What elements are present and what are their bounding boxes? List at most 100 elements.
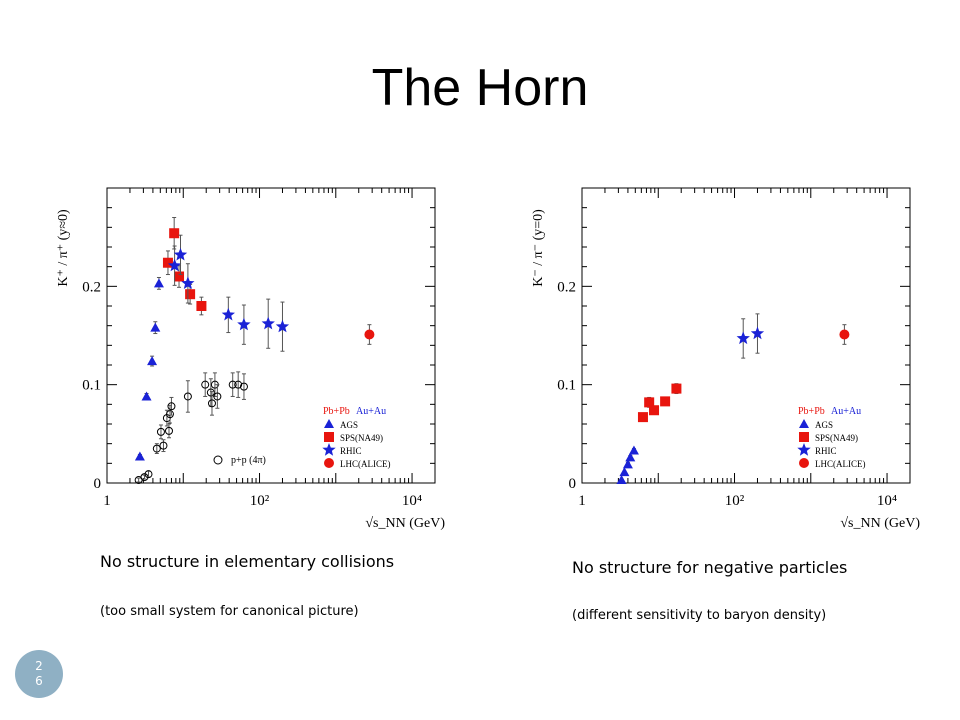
chart-panel-right: 0 0.1 0.2 1 10² 10⁴ K⁻ / π⁻ (y=0) √s_NN (GeV) Pb… bbox=[515, 170, 935, 540]
y-tick-label: 0 bbox=[94, 476, 102, 492]
page-number-bottom: 6 bbox=[35, 674, 43, 688]
data-point bbox=[201, 380, 210, 389]
data-point bbox=[159, 441, 168, 450]
legend: Pb+Pb Au+Au AGS SPS(NA49) RHIC LHC(ALICE) bbox=[322, 406, 391, 469]
plot-frame bbox=[106, 187, 436, 484]
data-point bbox=[261, 316, 275, 330]
data-point bbox=[221, 307, 235, 321]
legend-entry: RHIC bbox=[815, 446, 837, 456]
legend-entry: SPS(NA49) bbox=[815, 433, 858, 443]
x-tick-label: 1 bbox=[578, 493, 586, 509]
data-point bbox=[736, 331, 750, 345]
data-point bbox=[141, 391, 152, 401]
data-point bbox=[750, 326, 765, 340]
legend-marker bbox=[799, 419, 809, 428]
legend-header-auau: Au+Au bbox=[356, 406, 386, 417]
legend-entry: SPS(NA49) bbox=[340, 433, 383, 443]
pp-legend-label: p+p (4π) bbox=[231, 455, 266, 466]
data-point bbox=[637, 412, 648, 423]
data-point bbox=[134, 451, 145, 461]
plot-frame bbox=[581, 187, 911, 484]
legend-entry: RHIC bbox=[340, 446, 362, 456]
data-point bbox=[625, 452, 636, 462]
data-point bbox=[185, 289, 196, 300]
data-point bbox=[239, 382, 248, 391]
data-point bbox=[162, 257, 173, 268]
left-subcaption: (too small system for canonical picture) bbox=[100, 604, 359, 619]
data-point bbox=[237, 317, 251, 331]
x-tick-label: 10² bbox=[250, 493, 270, 509]
series-ags bbox=[134, 276, 164, 461]
left-caption: No structure in elementary collisions bbox=[100, 552, 395, 571]
data-point bbox=[147, 356, 158, 366]
legend-marker bbox=[799, 458, 809, 468]
data-point bbox=[167, 258, 182, 272]
series-lhc-alice- bbox=[364, 324, 375, 345]
data-point bbox=[364, 329, 375, 340]
data-point bbox=[144, 470, 153, 479]
series-lhc-alice- bbox=[839, 324, 850, 345]
chart-k-plus-pi-plus: 0 0.1 0.2 1 10² 10⁴ K⁺ / π⁺ (y≈0) √s_NN (GeV) Pb… bbox=[56, 187, 445, 531]
x-tick-label: 10⁴ bbox=[402, 493, 422, 509]
legend-marker bbox=[322, 443, 336, 456]
data-point bbox=[165, 410, 174, 419]
legend-header-pbpb: Pb+Pb bbox=[323, 406, 350, 417]
y-tick-label: 0.2 bbox=[557, 279, 576, 295]
series-ags bbox=[616, 445, 639, 485]
data-point bbox=[275, 319, 290, 333]
page-number-top: 2 bbox=[35, 659, 43, 673]
y-axis-label: K⁻ / π⁻ (y=0) bbox=[531, 209, 546, 287]
data-point bbox=[174, 271, 185, 282]
data-point bbox=[628, 445, 639, 455]
legend-marker bbox=[799, 432, 809, 442]
data-point bbox=[150, 322, 161, 332]
x-tick-label: 1 bbox=[103, 493, 111, 509]
data-point bbox=[196, 301, 207, 311]
x-axis-label: √s_NN (GeV) bbox=[365, 516, 445, 531]
data-point bbox=[649, 405, 660, 416]
data-point bbox=[169, 228, 180, 239]
x-tick-label: 10² bbox=[725, 493, 745, 509]
legend-marker bbox=[324, 458, 334, 468]
y-tick-label: 0.1 bbox=[82, 378, 101, 394]
series-p-p-4- bbox=[134, 371, 248, 485]
data-point bbox=[183, 392, 192, 401]
legend-entry: LHC(ALICE) bbox=[815, 459, 866, 469]
chart-panel-left: 0 0.1 0.2 1 10² 10⁴ K⁺ / π⁺ (y≈0) √s_NN (GeV) Pb… bbox=[40, 170, 460, 540]
data-point bbox=[164, 426, 173, 435]
series-rhic bbox=[167, 234, 290, 352]
right-subcaption: (different sensitivity to baryon density… bbox=[572, 608, 827, 623]
y-tick-label: 0 bbox=[569, 476, 577, 492]
data-point bbox=[153, 278, 164, 288]
data-point bbox=[671, 383, 682, 394]
data-point bbox=[228, 380, 237, 389]
legend-marker bbox=[324, 419, 334, 428]
y-tick-label: 0.1 bbox=[557, 378, 576, 394]
data-point bbox=[206, 388, 215, 397]
page-number-badge: 2 6 bbox=[15, 650, 63, 698]
data-point bbox=[213, 392, 222, 401]
data-point bbox=[152, 444, 161, 453]
legend: Pb+Pb Au+Au AGS SPS(NA49) RHIC LHC(ALICE) bbox=[797, 406, 866, 469]
data-point bbox=[207, 399, 216, 408]
x-axis-label: √s_NN (GeV) bbox=[840, 516, 920, 531]
data-point bbox=[660, 396, 671, 407]
data-point bbox=[839, 329, 850, 340]
y-axis-label: K⁺ / π⁺ (y≈0) bbox=[56, 209, 71, 287]
series-sps-na49- bbox=[162, 217, 207, 316]
data-point bbox=[622, 459, 633, 469]
series-sps-na49- bbox=[637, 383, 682, 423]
data-point bbox=[181, 276, 195, 289]
data-point bbox=[234, 380, 243, 389]
slide-title: The Horn bbox=[371, 59, 589, 117]
right-caption: No structure for negative particles bbox=[572, 558, 848, 577]
x-tick-label: 10⁴ bbox=[877, 493, 897, 509]
data-point bbox=[156, 427, 165, 436]
pp-legend-marker bbox=[213, 455, 223, 465]
chart-k-minus-pi-minus: 0 0.1 0.2 1 10² 10⁴ K⁻ / π⁻ (y=0) √s_NN (GeV) Pb… bbox=[531, 187, 920, 531]
y-tick-label: 0.2 bbox=[82, 279, 101, 295]
data-point bbox=[616, 475, 627, 485]
series-rhic bbox=[736, 313, 765, 359]
legend-entry: AGS bbox=[815, 420, 833, 430]
data-point bbox=[644, 397, 655, 408]
